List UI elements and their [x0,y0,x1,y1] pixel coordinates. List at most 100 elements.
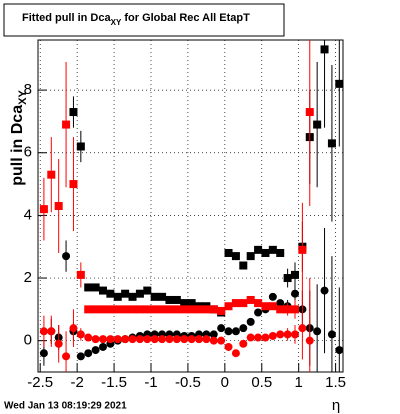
marker [39,205,48,214]
marker [172,335,181,344]
marker [224,327,233,336]
marker [209,336,218,345]
marker [98,305,107,314]
marker [239,261,248,270]
marker [224,302,233,311]
marker [268,331,277,340]
marker [194,335,203,344]
footer: Wed Jan 13 08:19:29 2021 [4,401,127,412]
marker [91,283,100,292]
marker [47,170,56,179]
marker [217,336,226,345]
marker [254,299,263,308]
marker [290,330,299,339]
marker [91,305,100,314]
marker [283,305,292,314]
marker [320,45,329,54]
marker [276,299,285,308]
marker [165,295,174,304]
marker [47,327,56,336]
marker [246,317,255,326]
marker [209,305,218,314]
marker [187,335,196,344]
y-tick-label: 4 [24,206,32,223]
marker [283,274,292,283]
marker [143,305,152,314]
marker [158,305,167,314]
marker [98,342,107,351]
x-tick-label: -2 [70,374,83,391]
marker [335,346,344,355]
marker [209,330,218,339]
marker [84,283,93,292]
marker [305,336,314,345]
marker [313,120,322,129]
marker [135,305,144,314]
marker [268,302,277,311]
y-tick-label: 0 [24,332,32,349]
marker [62,252,71,261]
marker [54,339,63,348]
marker [268,245,277,254]
marker [231,252,240,261]
title-box [3,3,285,37]
marker [224,248,233,257]
marker [84,333,93,342]
marker [165,305,174,314]
marker [327,139,336,148]
marker [180,305,189,314]
marker [268,292,277,301]
x-tick-label: 1.5 [325,374,346,391]
marker [69,180,78,189]
y-tick-label: 8 [24,81,32,98]
chart-title: Fitted pull in DcaXY for Global Rec All … [22,12,250,27]
marker [76,352,85,361]
plot-frame [37,39,344,373]
marker [217,324,226,333]
marker [106,289,115,298]
marker [246,333,255,342]
marker [202,305,211,314]
marker [239,299,248,308]
marker [231,327,240,336]
marker [143,335,152,344]
marker [239,339,248,348]
marker [261,302,270,311]
marker [283,330,292,339]
marker [54,202,63,210]
marker [180,299,189,308]
marker [276,330,285,339]
marker [69,324,78,333]
x-tick-label: 0.5 [251,374,272,391]
marker [150,292,159,301]
marker [231,349,240,358]
marker [276,248,285,257]
marker [180,335,189,344]
marker [290,305,299,314]
marker [113,292,122,301]
marker [239,324,248,333]
x-tick-label: -0.5 [175,374,201,391]
marker [254,308,263,317]
marker [91,335,100,344]
marker [276,305,285,314]
marker [158,335,167,344]
marker [135,289,144,298]
marker [98,286,107,295]
marker [313,327,322,336]
marker [290,270,299,279]
y-tick-label: 2 [24,269,32,286]
marker [231,299,240,308]
marker [194,305,203,314]
marker [113,305,122,314]
marker [246,295,255,304]
marker [254,245,263,254]
x-tick-label: -1 [144,374,157,391]
marker [69,108,78,117]
marker [62,120,71,129]
marker [76,330,85,339]
marker [217,306,226,315]
marker [135,335,144,344]
x-tick-label: -1.5 [101,374,127,391]
